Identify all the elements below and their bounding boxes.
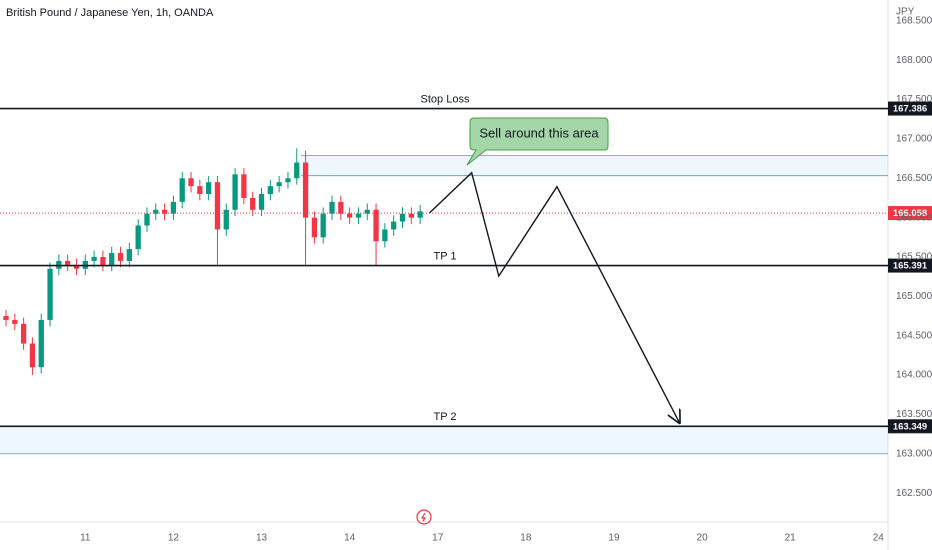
candle-body bbox=[197, 186, 203, 195]
y-tick-label: 166.500 bbox=[896, 173, 932, 184]
candle-body bbox=[73, 264, 80, 269]
candle-body bbox=[126, 249, 132, 261]
level-label: Stop Loss bbox=[421, 93, 470, 105]
candle-body bbox=[38, 319, 44, 368]
callout-text: Sell around this area bbox=[479, 125, 599, 140]
zone bbox=[301, 155, 888, 176]
candle-body bbox=[382, 229, 388, 242]
x-tick-label: 17 bbox=[432, 533, 444, 544]
candle-body bbox=[214, 182, 221, 230]
candle-body bbox=[29, 343, 36, 368]
candle-body bbox=[179, 178, 185, 202]
candle-body bbox=[391, 221, 397, 230]
candle-body bbox=[364, 209, 370, 214]
candle-body bbox=[346, 213, 353, 218]
candle-body bbox=[373, 209, 379, 242]
candle-body bbox=[161, 209, 168, 214]
y-tick-label: 167.500 bbox=[896, 94, 932, 105]
level-price-tag bbox=[888, 101, 932, 116]
candle-body bbox=[267, 186, 273, 195]
candle-body bbox=[3, 316, 9, 320]
last-price-label: 166.058 bbox=[893, 208, 927, 219]
candle-body bbox=[232, 174, 238, 210]
x-tick-label: 20 bbox=[697, 533, 709, 544]
y-tick-label: 163.000 bbox=[896, 448, 932, 459]
currency-label: JPY bbox=[896, 7, 915, 18]
callout: Sell around this area bbox=[466, 117, 609, 166]
y-tick-label: 165.500 bbox=[896, 252, 932, 263]
candle-body bbox=[91, 256, 97, 261]
candle-body bbox=[241, 174, 247, 198]
level-price-tag bbox=[888, 258, 932, 273]
replay-icon bbox=[416, 509, 432, 525]
chart-title: British Pound / Japanese Yen, 1h, OANDA bbox=[6, 7, 214, 19]
candle-body bbox=[399, 213, 406, 222]
candle-body bbox=[285, 178, 291, 183]
level-price-label: 163.349 bbox=[893, 421, 927, 432]
x-tick-label: 11 bbox=[80, 533, 91, 544]
candle-body bbox=[223, 209, 229, 230]
candle-body bbox=[135, 225, 141, 250]
candle-body bbox=[20, 323, 27, 344]
candle-body bbox=[47, 268, 53, 320]
x-tick-label: 18 bbox=[520, 533, 532, 544]
y-tick-label: 163.500 bbox=[896, 409, 932, 420]
candle-body bbox=[408, 213, 414, 218]
candle-body bbox=[258, 194, 265, 210]
level-price-tag bbox=[888, 419, 932, 434]
y-tick-label: 162.500 bbox=[896, 488, 932, 499]
candle-body bbox=[250, 197, 256, 210]
candle-body bbox=[170, 201, 177, 214]
x-tick-label: 13 bbox=[256, 533, 268, 544]
y-tick-label: 165.000 bbox=[896, 291, 932, 302]
candle-body bbox=[117, 253, 124, 261]
candle-body bbox=[206, 182, 212, 195]
candle-body bbox=[355, 213, 362, 218]
candle-body bbox=[329, 201, 335, 214]
candle-body bbox=[276, 182, 282, 187]
x-tick-label: 12 bbox=[168, 533, 180, 544]
level-price-label: 167.386 bbox=[893, 104, 927, 115]
candle-body bbox=[417, 211, 423, 218]
level-label: TP 1 bbox=[433, 250, 456, 262]
y-tick-label: 164.500 bbox=[896, 330, 932, 341]
candle-body bbox=[12, 319, 18, 324]
y-tick-label: 166.000 bbox=[896, 212, 932, 223]
level-label: TP 2 bbox=[433, 411, 456, 423]
y-tick-label: 168.500 bbox=[896, 15, 932, 26]
x-tick-label: 21 bbox=[785, 533, 797, 544]
candle-body bbox=[311, 217, 318, 238]
x-tick-label: 19 bbox=[608, 533, 620, 544]
candle-body bbox=[294, 162, 300, 179]
x-tick-label: 14 bbox=[344, 533, 356, 544]
last-price-tag bbox=[888, 206, 932, 221]
candle-body bbox=[109, 253, 115, 265]
candle-body bbox=[153, 209, 159, 214]
callout-box bbox=[466, 117, 609, 166]
candle-body bbox=[320, 213, 326, 238]
candle-body bbox=[100, 256, 106, 265]
candle-body bbox=[302, 162, 309, 218]
x-tick-label: 24 bbox=[873, 533, 885, 544]
y-tick-label: 168.000 bbox=[896, 55, 932, 66]
candle-body bbox=[338, 201, 344, 214]
zone bbox=[0, 426, 888, 454]
projection-path bbox=[429, 171, 680, 423]
candle-body bbox=[65, 260, 71, 265]
y-tick-label: 167.000 bbox=[896, 134, 932, 145]
y-tick-label: 164.000 bbox=[896, 370, 932, 381]
candle-body bbox=[144, 213, 150, 226]
candle-body bbox=[188, 178, 194, 187]
level-price-label: 165.391 bbox=[893, 261, 928, 272]
